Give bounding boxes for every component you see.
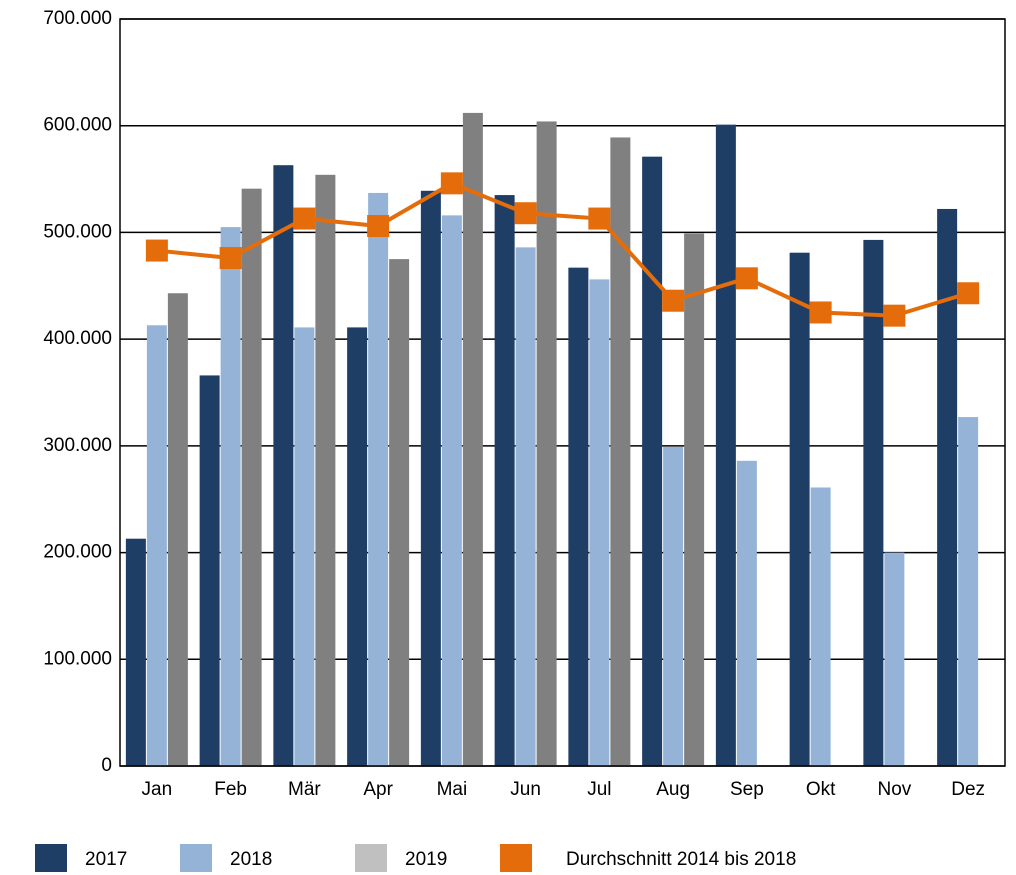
- plot-border: [119, 18, 1006, 767]
- bar: [315, 174, 336, 766]
- x-tick-label: Dez: [951, 779, 985, 800]
- x-tick-label: Feb: [214, 779, 247, 800]
- bar: [368, 192, 389, 767]
- line-marker: [809, 301, 832, 324]
- bar: [241, 188, 262, 766]
- line-marker: [293, 207, 316, 230]
- bar: [494, 195, 515, 767]
- bar: [863, 239, 884, 767]
- x-tick-label: Mär: [288, 779, 321, 800]
- bar: [536, 121, 557, 766]
- y-tick-label: 700.000: [43, 8, 112, 29]
- line-marker: [514, 202, 537, 225]
- bar: [958, 417, 979, 766]
- line-marker: [883, 304, 906, 327]
- x-tick-label: Jun: [510, 779, 541, 800]
- x-tick-label: Okt: [806, 779, 836, 800]
- bar: [810, 487, 831, 766]
- legend-swatch: [500, 844, 532, 872]
- line-marker: [145, 239, 168, 262]
- bar: [347, 327, 368, 766]
- bar: [937, 208, 958, 767]
- x-tick-label: Mai: [437, 779, 468, 800]
- line-marker: [367, 215, 390, 238]
- bar: [220, 227, 241, 767]
- legend-swatch: [35, 844, 67, 872]
- bar: [389, 259, 410, 766]
- y-tick-label: 500.000: [43, 221, 112, 242]
- bar: [568, 267, 589, 766]
- y-tick-label: 400.000: [43, 328, 112, 349]
- legend-label: Durchschnitt 2014 bis 2018: [566, 849, 796, 870]
- bar: [789, 252, 810, 766]
- y-tick-label: 100.000: [43, 648, 112, 669]
- line: [156, 181, 969, 318]
- legend-label: 2018: [230, 849, 272, 870]
- bar: [589, 279, 610, 766]
- bar: [715, 124, 736, 766]
- y-tick-label: 600.000: [43, 115, 112, 136]
- x-tick-label: Apr: [363, 779, 393, 800]
- bar: [736, 460, 757, 766]
- bar: [273, 165, 294, 766]
- legend-label: 2019: [405, 849, 447, 870]
- bar: [884, 552, 905, 766]
- bar: [125, 538, 146, 766]
- line-marker: [588, 207, 611, 230]
- y-tick-label: 0: [101, 755, 112, 776]
- y-tick-label: 300.000: [43, 435, 112, 456]
- line-marker: [440, 172, 463, 195]
- bar: [199, 375, 220, 766]
- x-tick-label: Aug: [656, 779, 690, 800]
- bar: [610, 137, 631, 766]
- legend-label: 2017: [85, 849, 127, 870]
- bar: [642, 156, 663, 766]
- x-tick-label: Nov: [877, 779, 911, 800]
- bar: [684, 233, 705, 766]
- line-marker: [219, 247, 242, 270]
- x-tick-label: Jul: [587, 779, 611, 800]
- bar: [515, 247, 536, 766]
- x-tick-label: Sep: [730, 779, 764, 800]
- bar: [146, 325, 167, 766]
- bar: [441, 215, 462, 767]
- bar: [462, 112, 483, 766]
- x-tick-label: Jan: [142, 779, 173, 800]
- bar: [167, 293, 188, 766]
- y-tick-label: 200.000: [43, 542, 112, 563]
- legend-swatch: [355, 844, 387, 872]
- bar: [663, 446, 684, 766]
- line-marker: [735, 267, 758, 290]
- line-marker: [662, 289, 685, 312]
- line-marker: [957, 282, 980, 305]
- legend-swatch: [180, 844, 212, 872]
- bar: [294, 327, 315, 766]
- bar: [420, 190, 441, 766]
